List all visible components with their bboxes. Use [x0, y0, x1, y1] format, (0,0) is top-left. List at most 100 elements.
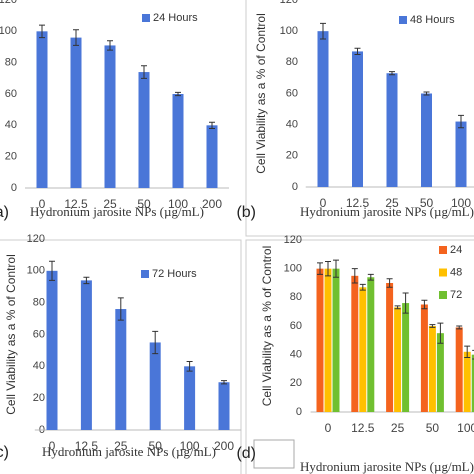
bar	[386, 283, 394, 412]
bar	[332, 268, 340, 412]
error-bar	[221, 380, 227, 385]
bar	[471, 354, 474, 412]
panel-border	[245, 239, 474, 474]
x-tick-label: 100	[180, 439, 200, 453]
bar	[316, 268, 324, 412]
legend-swatch	[141, 270, 149, 278]
legend-swatch	[439, 268, 447, 277]
error-bar	[141, 65, 147, 79]
bar	[463, 351, 471, 412]
bar	[359, 287, 367, 412]
bar	[455, 121, 467, 187]
y-tick-label: 40	[33, 360, 45, 372]
x-tick-label: 0	[39, 197, 46, 211]
y-axis-title: Cell Viability as a % of Control	[260, 246, 274, 407]
y-tick-label: 100	[284, 263, 302, 275]
bar	[218, 382, 230, 430]
x-tick-label: 12.5	[346, 196, 370, 210]
x-tick-label: 12.5	[75, 439, 99, 453]
bar	[394, 307, 402, 412]
y-tick-label: 100	[280, 25, 298, 37]
y-tick-label: 120	[27, 233, 45, 245]
x-tick-label: 25	[391, 421, 405, 435]
legend-label: 24	[450, 244, 462, 256]
y-tick-label: 0	[11, 182, 17, 194]
bar	[436, 333, 444, 412]
y-axis-title: Cell Viability as a % of Control	[254, 13, 268, 174]
panel-label: (b)	[236, 204, 256, 221]
legend-swatch	[439, 246, 447, 254]
bar	[206, 125, 218, 188]
panel-border	[245, 0, 474, 237]
panel-border	[0, 239, 242, 474]
y-tick-label: 60	[286, 87, 298, 99]
error-bar	[386, 278, 393, 288]
legend-swatch	[399, 16, 407, 24]
y-tick-label: 40	[5, 119, 17, 131]
error-bar	[423, 91, 430, 96]
error-bar	[117, 297, 124, 321]
error-bar	[464, 345, 471, 359]
y-tick-label: 20	[290, 377, 302, 389]
bar	[46, 270, 58, 430]
legend-swatch	[142, 14, 150, 22]
error-bar	[39, 24, 45, 39]
x-tick-label: 100	[457, 421, 474, 435]
x-axis-title: Hydronium jarosite NPs (µg/mL)	[300, 459, 474, 474]
bar	[104, 45, 116, 188]
error-bar	[394, 305, 401, 310]
legend-label: 72 Hours	[152, 268, 197, 280]
x-tick-label: 12.5	[351, 421, 375, 435]
error-bar	[402, 292, 409, 314]
y-tick-label: 60	[33, 328, 45, 340]
bar	[70, 37, 82, 188]
error-bar	[437, 322, 444, 344]
x-tick-label: 25	[385, 196, 399, 210]
x-tick-label: 25	[114, 439, 128, 453]
error-bar	[354, 47, 361, 56]
error-bar	[389, 71, 395, 76]
error-bar	[107, 40, 113, 51]
error-bar	[325, 261, 331, 277]
x-tick-label: 50	[149, 439, 163, 453]
x-axis-title: Hydronium jarosite NPs (µg/mL)	[42, 444, 216, 459]
x-tick-label: 12.5	[64, 197, 88, 211]
bar	[351, 275, 359, 412]
y-tick-label: 0	[296, 406, 302, 418]
error-bar	[175, 91, 181, 97]
error-bar	[456, 325, 463, 330]
y-tick-label: 80	[290, 291, 302, 303]
x-tick-label: 50	[137, 197, 151, 211]
y-tick-label: 80	[33, 297, 45, 309]
error-bar	[351, 268, 358, 284]
bar	[386, 73, 398, 187]
error-bar	[472, 349, 474, 360]
x-tick-label: 50	[420, 196, 434, 210]
y-tick-label: 20	[5, 151, 17, 163]
bar	[317, 31, 329, 187]
bar	[149, 342, 161, 430]
x-tick-label: 0	[325, 421, 332, 435]
y-tick-label: 120	[284, 234, 302, 246]
legend-label: 72	[450, 289, 462, 301]
bar	[367, 277, 375, 412]
error-bar	[367, 273, 374, 281]
error-bar	[421, 299, 428, 310]
bar	[80, 280, 92, 430]
y-tick-label: 60	[5, 88, 17, 100]
panel-label: (a)	[0, 204, 9, 221]
error-bar	[333, 259, 339, 278]
legend-label: 48 Hours	[410, 14, 455, 26]
error-bar	[317, 262, 323, 275]
error-bar	[209, 121, 215, 129]
y-tick-label: 80	[5, 57, 17, 69]
y-tick-label: 100	[27, 265, 45, 277]
bar	[455, 327, 463, 412]
y-tick-label: 120	[280, 0, 298, 6]
bar	[324, 268, 332, 412]
legend-label: 24 Hours	[153, 12, 198, 24]
legend-label: 48	[450, 266, 462, 278]
bar	[184, 366, 196, 430]
